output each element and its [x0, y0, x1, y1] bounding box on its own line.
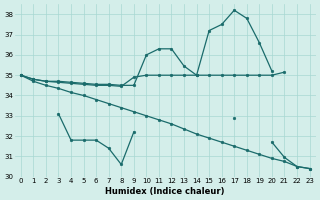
X-axis label: Humidex (Indice chaleur): Humidex (Indice chaleur) [106, 187, 225, 196]
